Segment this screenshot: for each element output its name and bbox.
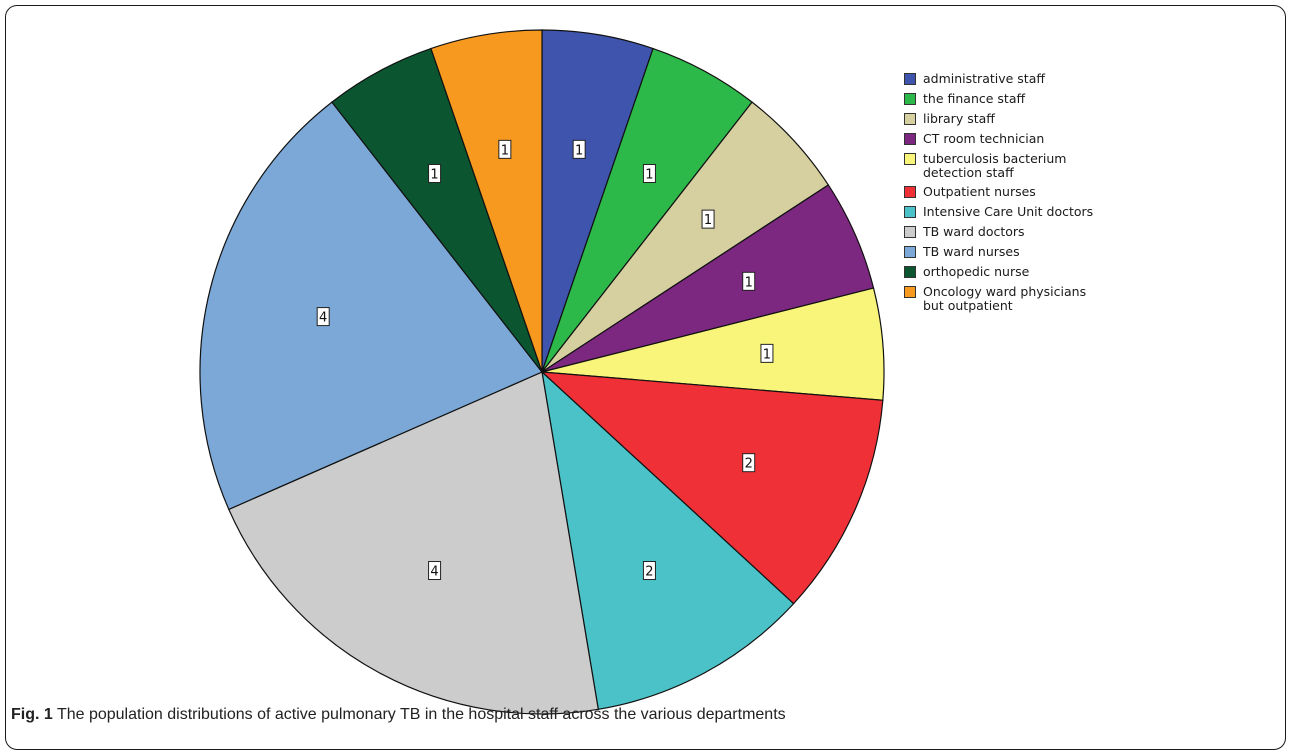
legend-label: CT room technician bbox=[923, 131, 1045, 146]
slice-value-box bbox=[701, 209, 715, 229]
figure-frame: 1 1 1 1 1 2 2 4 4 1 1 administrative staff the fina… bbox=[5, 5, 1286, 750]
legend-swatch bbox=[904, 266, 916, 278]
legend-label: tuberculosis bacterium bbox=[923, 151, 1067, 166]
figure-caption: Fig. 1 The population distributions of a… bbox=[11, 706, 786, 724]
slice-value-box bbox=[642, 163, 656, 183]
slice-value-label: 1 bbox=[642, 163, 656, 183]
legend-swatch bbox=[904, 186, 916, 198]
legend-label: detection staff bbox=[923, 165, 1014, 180]
slice-value-text: 4 bbox=[430, 565, 438, 580]
slice-value-label: 4 bbox=[316, 307, 330, 327]
legend-item: CT room technician bbox=[904, 132, 1134, 146]
slice-value-text: 1 bbox=[745, 275, 753, 290]
legend-item: Outpatient nurses bbox=[904, 185, 1134, 199]
slice-value-text: 2 bbox=[645, 565, 653, 580]
legend-swatch bbox=[904, 286, 916, 298]
legend-item: library staff bbox=[904, 112, 1134, 126]
legend-item: tuberculosis bacterium detection staff bbox=[904, 152, 1134, 180]
legend-item: the finance staff bbox=[904, 92, 1134, 106]
legend-label: orthopedic nurse bbox=[923, 264, 1030, 279]
legend-label: the finance staff bbox=[923, 91, 1026, 106]
slice-value-box bbox=[642, 561, 656, 581]
slice-value-box bbox=[428, 561, 442, 581]
pie-slice-tb-ward-doctors bbox=[228, 371, 599, 715]
legend-item: Intensive Care Unit doctors bbox=[904, 205, 1134, 219]
slice-value-box bbox=[742, 453, 756, 473]
legend-swatch bbox=[904, 73, 916, 85]
slice-value-text: 4 bbox=[319, 311, 327, 326]
legend-swatch bbox=[904, 246, 916, 258]
slice-value-label: 1 bbox=[760, 343, 774, 363]
legend-label: administrative staff bbox=[923, 71, 1045, 86]
legend-label: TB ward doctors bbox=[923, 224, 1025, 239]
legend: administrative staff the finance staff lib… bbox=[904, 72, 1134, 318]
legend-item: Oncology ward physicians but outpatient bbox=[904, 285, 1134, 313]
slice-value-label: 1 bbox=[428, 163, 442, 183]
legend-label: Outpatient nurses bbox=[923, 184, 1036, 199]
pie-chart: 1 1 1 1 1 2 2 4 4 1 1 bbox=[199, 29, 885, 715]
slice-value-box bbox=[572, 139, 586, 159]
legend-swatch bbox=[904, 206, 916, 218]
slice-value-label: 1 bbox=[498, 139, 512, 159]
slice-value-text: 1 bbox=[430, 167, 438, 182]
slice-value-text: 1 bbox=[575, 143, 583, 158]
slice-value-text: 2 bbox=[745, 457, 753, 472]
legend-item: administrative staff bbox=[904, 72, 1134, 86]
legend-item: TB ward doctors bbox=[904, 225, 1134, 239]
slice-value-box bbox=[428, 163, 442, 183]
slice-value-label: 1 bbox=[742, 271, 756, 291]
caption-text: The population distributions of active p… bbox=[52, 706, 786, 723]
slice-value-box bbox=[316, 307, 330, 327]
legend-swatch bbox=[904, 113, 916, 125]
slice-value-box bbox=[498, 139, 512, 159]
legend-label: library staff bbox=[923, 111, 995, 126]
pie-slice-tb-ward-nurses bbox=[199, 101, 543, 511]
legend-label: Oncology ward physicians bbox=[923, 284, 1087, 299]
legend-item: orthopedic nurse bbox=[904, 265, 1134, 279]
legend-swatch bbox=[904, 93, 916, 105]
slice-value-label: 2 bbox=[642, 561, 656, 581]
legend-label: but outpatient bbox=[923, 298, 1013, 313]
slice-value-label: 4 bbox=[428, 561, 442, 581]
slice-value-box bbox=[760, 343, 774, 363]
slice-value-label: 1 bbox=[701, 209, 715, 229]
slice-value-label: 1 bbox=[572, 139, 586, 159]
legend-swatch bbox=[904, 133, 916, 145]
legend-item: TB ward nurses bbox=[904, 245, 1134, 259]
legend-label: Intensive Care Unit doctors bbox=[923, 204, 1094, 219]
slice-value-text: 1 bbox=[763, 347, 771, 362]
legend-swatch bbox=[904, 153, 916, 165]
figure-label: Fig. 1 bbox=[11, 706, 53, 723]
legend-label: TB ward nurses bbox=[923, 244, 1020, 259]
slice-value-text: 1 bbox=[501, 143, 509, 158]
slice-value-label: 2 bbox=[742, 453, 756, 473]
pie-slice-outpatient-nurses bbox=[540, 371, 884, 605]
pie-slice-intensive-care-unit-doctors bbox=[541, 370, 795, 711]
slice-value-text: 1 bbox=[645, 167, 653, 182]
slice-value-box bbox=[742, 271, 756, 291]
slice-value-text: 1 bbox=[704, 213, 712, 228]
legend-swatch bbox=[904, 226, 916, 238]
pie-slice-oncology-ward-physicians-but-outpatient bbox=[430, 29, 543, 373]
